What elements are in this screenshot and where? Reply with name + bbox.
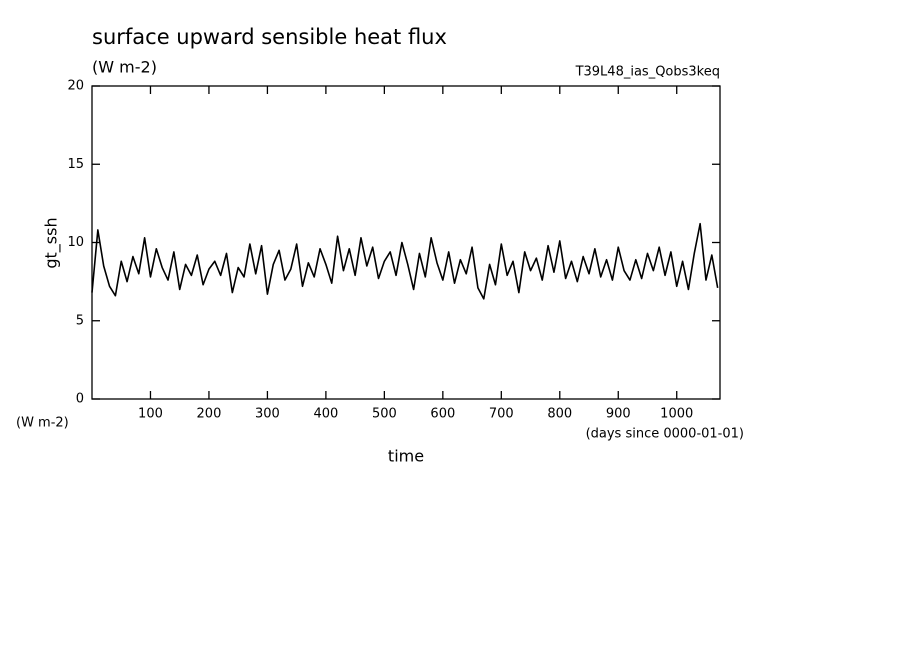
y-unit: (W m-2) xyxy=(16,416,69,431)
y-tick-label: 0 xyxy=(76,392,84,407)
chart-title: surface upward sensible heat flux xyxy=(92,25,447,49)
chart-subtitle: (W m-2) xyxy=(92,58,157,77)
x-tick-label: 300 xyxy=(255,407,280,422)
x-unit: (days since 0000-01-01) xyxy=(586,427,744,442)
x-tick-label: 100 xyxy=(138,407,163,422)
x-tick-label: 200 xyxy=(197,407,222,422)
x-tick-label: 900 xyxy=(606,407,631,422)
y-tick-label: 20 xyxy=(67,79,84,94)
x-tick-label: 1000 xyxy=(660,407,693,422)
y-tick-label: 5 xyxy=(76,313,84,328)
x-tick-label: 600 xyxy=(430,407,455,422)
x-tick-label: 800 xyxy=(547,407,572,422)
x-tick-label: 400 xyxy=(313,407,338,422)
x-tick-label: 500 xyxy=(372,407,397,422)
x-axis-label: time xyxy=(388,447,424,466)
data-line xyxy=(91,222,719,300)
x-tick-label: 700 xyxy=(489,407,514,422)
run-label: T39L48_ias_Qobs3keq xyxy=(575,65,720,80)
y-tick-label: 10 xyxy=(67,235,84,250)
y-tick-label: 15 xyxy=(67,157,84,172)
y-axis-label: gt_ssh xyxy=(42,217,62,268)
